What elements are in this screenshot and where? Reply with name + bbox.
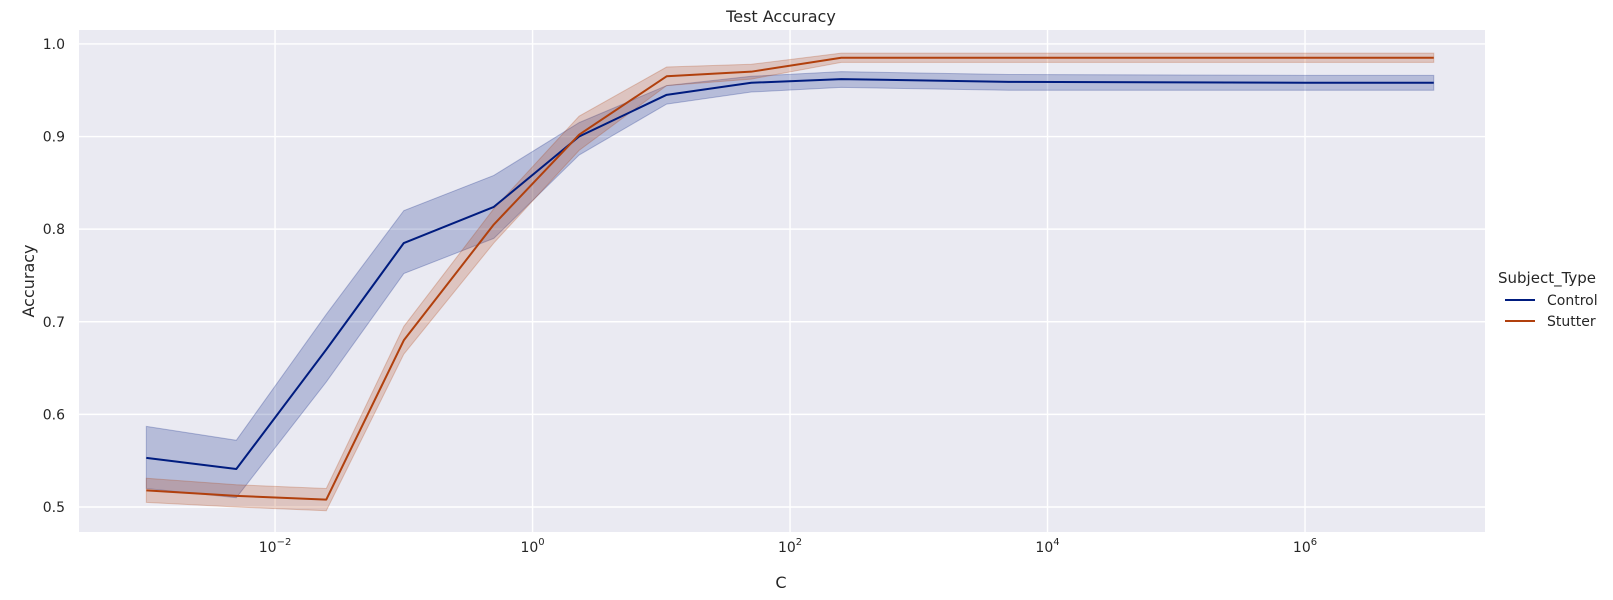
y-tick-label: 0.5 <box>43 500 65 516</box>
x-axis-ticks: 10−2 100 102 104 106 <box>259 537 1317 556</box>
stutter-line <box>146 56 1434 501</box>
legend-label-stutter: Stutter <box>1547 314 1596 330</box>
control-confidence-band <box>145 71 1435 499</box>
y-tick-label: 0.6 <box>43 407 65 423</box>
x-tick-label: 106 <box>1293 537 1317 556</box>
x-tick-label: 10−2 <box>259 537 292 556</box>
y-tick-label: 0.9 <box>43 130 65 146</box>
y-axis-ticks: 0.5 0.6 0.7 0.8 0.9 1.0 <box>43 37 65 516</box>
chart-title: Test Accuracy <box>725 7 836 26</box>
y-axis-label: Accuracy <box>19 244 38 317</box>
confidence-bands <box>145 52 1435 512</box>
gridlines <box>79 30 1485 532</box>
x-axis-label: C <box>775 573 786 592</box>
y-tick-label: 1.0 <box>43 37 65 53</box>
y-tick-label: 0.8 <box>43 222 65 238</box>
stutter-confidence-band <box>145 52 1435 512</box>
legend-label-control: Control <box>1547 293 1598 309</box>
y-tick-label: 0.7 <box>43 315 65 331</box>
x-tick-label: 104 <box>1035 537 1059 556</box>
control-line <box>146 78 1434 471</box>
plot-area <box>79 30 1485 532</box>
series-lines <box>146 56 1434 501</box>
legend: Subject_Type Control Stutter <box>1498 269 1598 330</box>
x-tick-label: 100 <box>520 537 544 556</box>
x-tick-label: 102 <box>778 537 802 556</box>
legend-title: Subject_Type <box>1498 269 1596 288</box>
